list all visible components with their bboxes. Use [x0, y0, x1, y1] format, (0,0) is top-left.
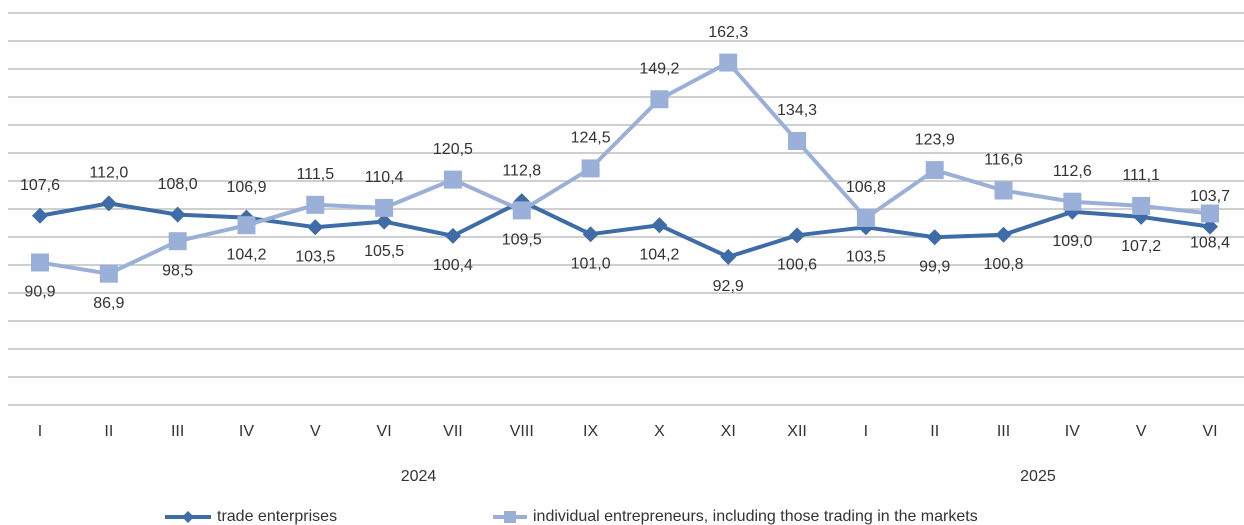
series-line [39, 60, 1211, 276]
x-tick-label: I [864, 423, 868, 440]
data-label: 92,9 [713, 278, 744, 295]
legend-marker [504, 511, 516, 523]
data-label: 149,2 [639, 60, 679, 77]
data-label: 100,4 [433, 257, 473, 274]
marker [719, 53, 738, 72]
marker [651, 217, 668, 234]
legend-label: trade enterprises [217, 508, 337, 525]
marker [926, 229, 943, 246]
data-label: 112,6 [1053, 163, 1092, 180]
x-tick-label: III [171, 423, 184, 440]
data-label: 90,9 [24, 284, 55, 301]
x-tick-label: IX [583, 423, 598, 440]
marker [444, 227, 461, 244]
x-tick-label: X [654, 423, 665, 440]
data-label: 99,9 [919, 258, 950, 275]
data-label: 106,8 [846, 179, 886, 196]
marker [582, 226, 599, 243]
marker [788, 131, 807, 150]
marker [306, 195, 325, 214]
data-label: 104,2 [226, 246, 266, 263]
marker [994, 181, 1013, 200]
marker [720, 248, 737, 265]
marker [307, 219, 324, 236]
x-tick-label: IV [239, 423, 254, 440]
data-label: 134,3 [777, 102, 817, 119]
x-tick-label: II [930, 423, 939, 440]
x-tick-label: VIII [510, 423, 534, 440]
data-label: 109,0 [1052, 233, 1092, 250]
x-tick-label: VI [1202, 423, 1217, 440]
marker [1063, 192, 1082, 211]
x-tick-label: VII [443, 423, 463, 440]
marker [856, 208, 875, 227]
x-tick-label: VI [377, 423, 392, 440]
data-label: 86,9 [93, 295, 124, 312]
marker [995, 226, 1012, 243]
marker [32, 207, 48, 224]
data-label: 103,5 [846, 248, 886, 265]
marker [169, 206, 186, 223]
marker [376, 213, 393, 230]
marker [512, 201, 531, 220]
year-label: 2025 [1020, 468, 1056, 485]
data-label: 112,0 [89, 165, 128, 182]
marker [168, 232, 187, 251]
x-tick-label: XI [721, 423, 736, 440]
data-label: 111,5 [296, 166, 334, 183]
marker [650, 90, 669, 109]
marker [31, 253, 49, 272]
marker [1132, 196, 1151, 215]
year-label: 2024 [401, 468, 437, 485]
data-label: 116,6 [984, 152, 1023, 169]
x-tick-label: XII [787, 423, 807, 440]
data-label: 107,6 [20, 177, 60, 194]
marker [375, 198, 394, 217]
x-tick-label: II [104, 423, 113, 440]
data-label: 124,5 [571, 130, 611, 147]
marker [237, 216, 256, 235]
data-label: 111,1 [1122, 167, 1160, 184]
series-line [39, 199, 1211, 259]
data-label: 107,2 [1121, 238, 1161, 255]
data-label: 105,5 [364, 243, 404, 260]
data-label: 108,4 [1190, 235, 1230, 252]
data-label: 109,5 [502, 232, 542, 249]
marker [1201, 204, 1219, 223]
marker [443, 170, 462, 189]
data-label: 103,5 [295, 248, 335, 265]
marker [99, 264, 118, 283]
x-tick-label: I [38, 423, 42, 440]
marker [789, 227, 806, 244]
data-label: 106,9 [226, 179, 266, 196]
data-label: 123,9 [915, 131, 955, 148]
data-label: 98,5 [162, 262, 193, 279]
data-label: 104,2 [639, 246, 679, 263]
x-tick-label: IV [1065, 423, 1080, 440]
legend-marker [182, 511, 194, 523]
data-label: 162,3 [708, 24, 748, 41]
marker [925, 161, 944, 180]
x-tick-label: V [1136, 423, 1147, 440]
marker [100, 195, 117, 212]
data-label: 120,5 [433, 141, 473, 158]
data-label: 100,6 [777, 257, 817, 274]
data-label: 108,0 [158, 176, 198, 193]
data-label: 110,4 [365, 169, 404, 186]
data-label: 112,8 [502, 162, 541, 179]
legend-label: individual entrepreneurs, including thos… [533, 508, 978, 525]
data-label: 100,8 [984, 256, 1024, 273]
data-label: 103,7 [1190, 188, 1230, 205]
marker [581, 159, 600, 178]
data-label: 101,0 [571, 255, 611, 272]
x-tick-label: III [997, 423, 1010, 440]
marker [1202, 218, 1218, 235]
x-tick-label: V [310, 423, 321, 440]
